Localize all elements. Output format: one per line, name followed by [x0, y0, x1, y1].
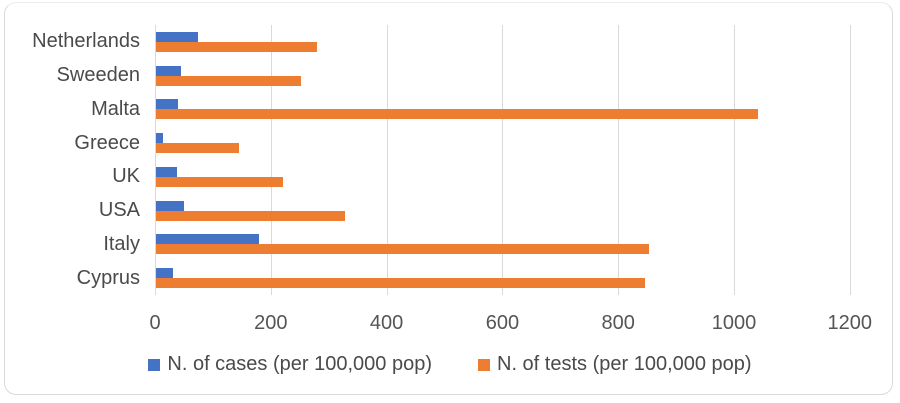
x-tick-0: 0 — [149, 312, 161, 334]
bar-n-of-cases-malta — [156, 99, 178, 110]
category-label-sweeden: Sweeden — [56, 64, 140, 87]
legend-item-cases: N. of cases (per 100,000 pop) — [148, 353, 432, 376]
bar-n-of-cases-usa — [156, 200, 185, 211]
bar-n-of-cases-greece — [156, 133, 163, 144]
legend-label-tests: N. of tests (per 100,000 pop) — [497, 353, 752, 375]
gridline-800 — [618, 25, 620, 295]
category-label-netherlands: Netherlands — [32, 30, 140, 53]
bar-n-of-tests-greece — [156, 143, 239, 154]
category-label-malta: Malta — [91, 97, 140, 120]
gridline-0 — [155, 25, 156, 295]
gridline-400 — [386, 25, 388, 295]
legend: N. of cases (per 100,000 pop) N. of test… — [0, 353, 900, 376]
gridline-1200 — [849, 25, 851, 295]
gridline-200 — [270, 25, 272, 295]
bar-n-of-cases-uk — [156, 166, 178, 177]
bar-n-of-cases-italy — [156, 234, 260, 245]
legend-item-tests: N. of tests (per 100,000 pop) — [478, 353, 752, 376]
bar-n-of-tests-malta — [156, 109, 759, 120]
bar-n-of-tests-italy — [156, 244, 650, 255]
bar-n-of-tests-uk — [156, 176, 284, 187]
legend-label-cases: N. of cases (per 100,000 pop) — [167, 353, 432, 375]
gridline-1000 — [734, 25, 735, 295]
category-label-greece: Greece — [74, 131, 140, 154]
x-tick-200: 200 — [254, 312, 288, 334]
category-label-usa: USA — [98, 199, 140, 222]
legend-swatch-cases-icon — [148, 358, 161, 371]
bar-n-of-tests-usa — [156, 210, 346, 221]
x-tick-600: 600 — [485, 312, 520, 334]
x-tick-1000: 1000 — [711, 312, 757, 334]
x-tick-1200: 1200 — [827, 312, 873, 334]
category-label-italy: Italy — [103, 232, 140, 255]
bar-n-of-cases-cyprus — [156, 268, 173, 279]
bar-n-of-tests-netherlands — [156, 41, 317, 52]
legend-swatch-tests-icon — [478, 358, 490, 371]
bar-n-of-tests-sweeden — [156, 75, 301, 86]
x-tick-400: 400 — [369, 312, 404, 334]
category-label-uk: UK — [112, 165, 140, 188]
bar-n-of-cases-sweeden — [156, 65, 182, 76]
bar-n-of-tests-cyprus — [156, 278, 646, 289]
category-label-cyprus: Cyprus — [76, 266, 140, 289]
gridline-600 — [502, 25, 504, 295]
x-tick-800: 800 — [601, 312, 635, 334]
bar-n-of-cases-netherlands — [156, 31, 198, 42]
